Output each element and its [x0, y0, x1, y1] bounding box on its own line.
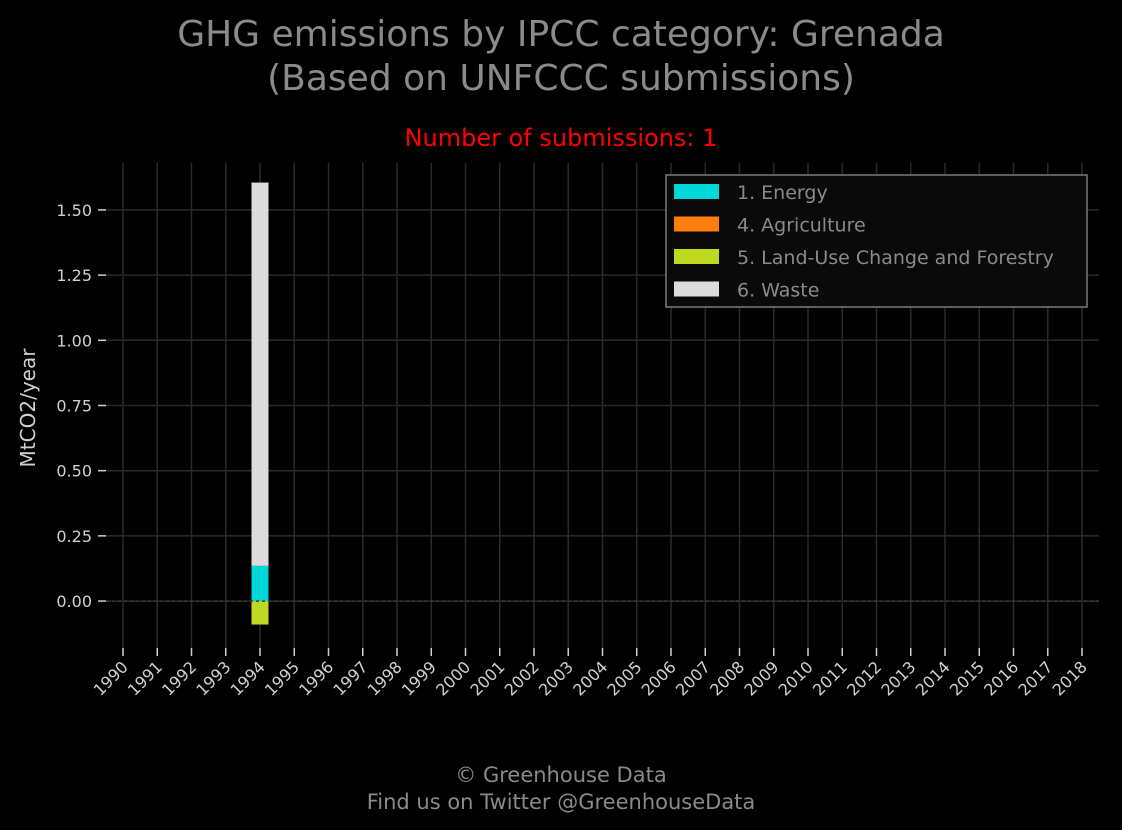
y-tick-label: 0.75 [56, 397, 92, 416]
x-tick-label: 2008 [706, 657, 748, 699]
x-tick-label: 1999 [398, 657, 440, 699]
x-tick-label: 2002 [501, 657, 543, 699]
footer-copyright: © Greenhouse Data [455, 763, 667, 787]
y-axis: 0.00 0.25 0.50 0.75 1.00 1.25 1.50 [56, 201, 106, 611]
y-tick-label: 1.00 [56, 331, 92, 350]
x-tick-label: 2009 [740, 657, 782, 699]
x-tick-label: 2013 [877, 657, 919, 699]
x-tick-label: 2014 [912, 657, 954, 699]
y-tick-label: 0.25 [56, 527, 92, 546]
x-tick-label: 2018 [1049, 657, 1091, 699]
x-tick-label: 2010 [775, 657, 817, 699]
x-tick-label: 1991 [124, 657, 166, 699]
x-tick-label: 1994 [227, 657, 269, 699]
x-tick-label: 1997 [329, 657, 371, 699]
legend-swatch [674, 216, 719, 232]
y-tick-label: 0.50 [56, 462, 92, 481]
chart-title-line-1: GHG emissions by IPCC category: Grenada [177, 14, 945, 55]
y-tick-label: 0.00 [56, 592, 92, 611]
footer-twitter: Find us on Twitter @GreenhouseData [366, 790, 756, 814]
legend-label: 1. Energy [737, 182, 828, 204]
legend-label: 6. Waste [737, 280, 819, 302]
bar-1994-1-energy [251, 565, 269, 602]
x-tick-label: 1990 [90, 657, 132, 699]
chart-title-line-2: (Based on UNFCCC submissions) [267, 58, 855, 99]
legend-swatch [674, 281, 719, 297]
legend-swatch [674, 184, 719, 199]
x-tick-label: 2001 [466, 657, 508, 699]
legend: 1. Energy 4. Agriculture 5. Land-Use Chang… [665, 174, 1088, 308]
chart-subtitle: Number of submissions: 1 [404, 124, 718, 152]
x-tick-label: 2016 [980, 657, 1022, 699]
legend-label: 5. Land-Use Change and Forestry [737, 247, 1054, 269]
x-tick-label: 2006 [638, 657, 680, 699]
x-tick-label: 1992 [158, 657, 200, 699]
x-tick-label: 2015 [946, 657, 988, 699]
x-tick-label: 2011 [809, 657, 851, 699]
x-tick-label: 2003 [535, 657, 577, 699]
legend-label: 4. Agriculture [737, 215, 866, 237]
x-tick-label: 1995 [261, 657, 303, 699]
grid-lines [106, 163, 1099, 648]
legend-box [665, 174, 1088, 308]
y-tick-label: 1.25 [56, 266, 92, 285]
x-tick-label: 2012 [843, 657, 885, 699]
x-tick-label: 2005 [603, 657, 645, 699]
bar-1994-5-land-use-change-and-forestry [251, 601, 269, 625]
x-tick-label: 2000 [432, 657, 474, 699]
x-tick-label: 2007 [672, 657, 714, 699]
x-tick-label: 1993 [192, 657, 234, 699]
x-tick-label: 1996 [295, 657, 337, 699]
x-tick-label: 2017 [1014, 657, 1056, 699]
x-tick-label: 1998 [364, 657, 406, 699]
x-axis: 1990199119921993199419951996199719981999… [90, 648, 1091, 700]
bar-1994-6-waste [251, 182, 269, 566]
y-axis-label: MtCO2/year [16, 348, 40, 468]
legend-swatch [674, 249, 719, 264]
x-tick-label: 2004 [569, 657, 611, 699]
y-tick-label: 1.50 [56, 201, 92, 220]
bars [251, 182, 269, 625]
